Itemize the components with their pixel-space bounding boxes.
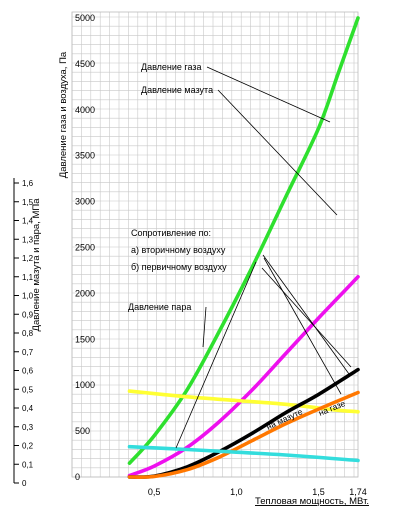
- mpa-tick-label: 1,2: [22, 254, 34, 263]
- mpa-tick-label: 1,0: [22, 292, 34, 301]
- pa-tick-label: 5000: [75, 13, 95, 23]
- x-tick-label: 1,5: [312, 487, 325, 497]
- series-layer: [127, 16, 360, 480]
- right-axis-title: Давление газа и воздуха, Па: [58, 51, 69, 178]
- pa-tick-label: 3000: [75, 197, 95, 207]
- pa-tick-label: 2500: [75, 243, 95, 253]
- leader-line: [262, 254, 350, 375]
- pa-tick-label: 1500: [75, 334, 95, 344]
- pa-tick-label: 3500: [75, 151, 95, 161]
- pa-tick-label: 2000: [75, 288, 95, 298]
- mpa-tick-label: 1,1: [22, 273, 34, 282]
- label-mazut-pressure: Давление мазута: [141, 85, 213, 95]
- x-ticks: 0,5 1,0 1,5 1,74: [148, 487, 367, 497]
- x-tick-label: 0,5: [148, 487, 161, 497]
- pa-tick-label: 4000: [75, 105, 95, 115]
- label-primary-air: б) первичному воздуху: [131, 262, 227, 272]
- label-gas-pressure: Давление газа: [141, 62, 202, 72]
- left-axis-title: Давление мазута и пара, МПа: [31, 198, 42, 332]
- leader-lines: [175, 66, 352, 449]
- mpa-tick-label: 1,4: [22, 217, 34, 226]
- leader-line: [175, 261, 257, 449]
- series-line-primary-air: [127, 444, 360, 463]
- mpa-ticks: 0 0,1 0,2 0,3 0,4 0,5 0,6 0,7 0,8 0,9 1,0 1,1 1,2 1,3…: [14, 179, 34, 488]
- mpa-tick-label: 1,5: [22, 198, 34, 207]
- x-tick-label: 1,74: [349, 487, 367, 497]
- x-tick-label: 1,0: [230, 487, 243, 497]
- mpa-tick-label: 0,5: [22, 385, 34, 394]
- mpa-tick-label: 0,7: [22, 348, 34, 357]
- series-line-steam: [127, 389, 360, 414]
- mpa-tick-label: 0,2: [22, 442, 34, 451]
- series-line-gas: [127, 16, 360, 465]
- mpa-tick-label: 1,3: [22, 235, 34, 244]
- leader-line: [261, 267, 352, 368]
- mpa-tick-label: 0,3: [22, 423, 34, 432]
- label-secondary-air: а) вторичному воздуху: [131, 245, 226, 255]
- plot-frame: [71, 11, 359, 478]
- series-line-mazut: [127, 275, 360, 478]
- pa-tick-label: 500: [75, 426, 90, 436]
- leader-line: [217, 89, 338, 216]
- mpa-tick-label: 0,9: [22, 310, 34, 319]
- label-steam-pressure: Давление пара: [128, 302, 191, 312]
- label-resistance: Сопротивление по:: [131, 228, 211, 238]
- x-axis-title: Тепловая мощность, МВт.: [255, 496, 369, 507]
- mpa-tick-label: 0: [22, 479, 27, 488]
- leader-line: [206, 66, 331, 123]
- mpa-tick-label: 0,4: [22, 404, 34, 413]
- mpa-tick-label: 0,8: [22, 329, 34, 338]
- mpa-tick-label: 0,6: [22, 367, 34, 376]
- mpa-tick-label: 0,1: [22, 460, 34, 469]
- pa-tick-label: 0: [75, 472, 80, 482]
- series-line-secondary-air-gas: [127, 390, 360, 480]
- leader-line: [202, 306, 207, 348]
- mpa-tick-label: 1,6: [22, 179, 34, 188]
- pa-ticks: 0 500 1000 1500 2000 2500 3000 3500 4000 4500 5000: [75, 13, 95, 482]
- pa-tick-label: 4500: [75, 59, 95, 69]
- leader-line: [263, 257, 342, 395]
- label-on-gas: на газе: [317, 398, 347, 418]
- pa-tick-label: 1000: [75, 380, 95, 390]
